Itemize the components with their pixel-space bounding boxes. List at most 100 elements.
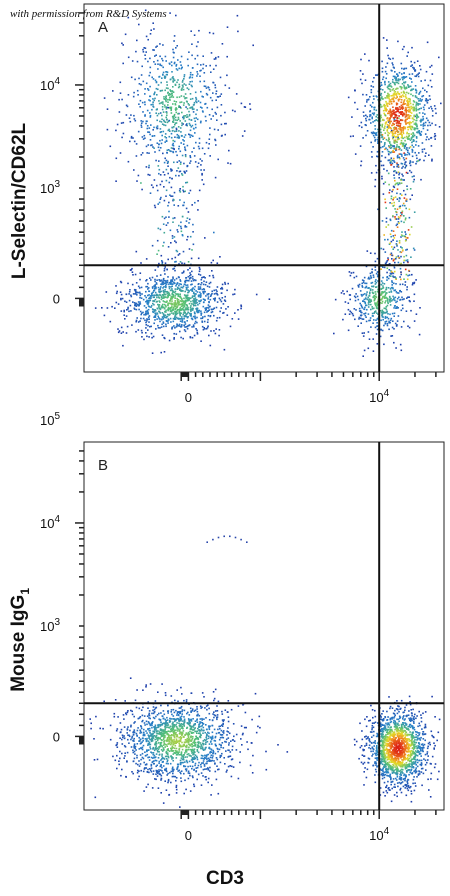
event-dot [140, 725, 143, 728]
event-dot [129, 289, 131, 291]
event-dot [193, 325, 195, 328]
event-dot [219, 310, 221, 313]
event-dot [215, 64, 217, 67]
event-dot [394, 131, 397, 133]
event-dot [166, 162, 169, 164]
event-dot [174, 310, 176, 313]
event-dot [152, 129, 154, 131]
event-dot [167, 172, 169, 175]
event-dot [382, 37, 385, 39]
event-dot [397, 315, 400, 317]
event-dot [434, 133, 436, 135]
event-dot [374, 291, 377, 293]
event-dot [223, 719, 225, 721]
event-dot [161, 755, 163, 757]
event-dot [172, 51, 175, 54]
event-dot [136, 303, 139, 306]
event-dot [192, 135, 194, 137]
event-dot [400, 236, 402, 238]
event-dot [363, 276, 366, 279]
event-dot [407, 104, 410, 107]
event-dot [227, 749, 229, 751]
event-dot [224, 133, 226, 136]
event-dot [376, 290, 379, 293]
event-dot [409, 146, 412, 148]
event-dot [390, 286, 393, 289]
event-dot [367, 302, 370, 304]
event-dot [240, 102, 243, 105]
event-dot [171, 115, 174, 118]
event-dot [117, 716, 119, 718]
event-dot [385, 261, 388, 263]
event-dot [390, 229, 393, 232]
event-dot [411, 155, 414, 158]
event-dot [384, 321, 387, 323]
event-dot [390, 129, 393, 132]
event-dot [151, 287, 154, 289]
event-dot [169, 89, 171, 91]
event-dot [134, 78, 136, 81]
event-dot [181, 741, 183, 744]
event-dot [396, 188, 399, 190]
event-dot [386, 103, 388, 106]
event-dot [120, 332, 123, 334]
event-dot [173, 40, 175, 42]
event-dot [423, 122, 425, 125]
event-dot [164, 337, 166, 340]
event-dot [364, 312, 367, 314]
event-dot [213, 314, 215, 317]
event-dot [170, 747, 172, 750]
event-dot [364, 306, 366, 309]
event-dot [194, 754, 197, 756]
event-dot [210, 311, 213, 314]
event-dot [155, 778, 157, 781]
event-dot [363, 300, 366, 303]
event-dot [370, 89, 373, 91]
event-dot [156, 125, 159, 127]
event-dot [197, 744, 200, 747]
event-dot [177, 59, 179, 61]
event-dot [198, 726, 200, 728]
event-dot [190, 711, 192, 713]
event-dot [372, 86, 375, 88]
event-dot [129, 140, 131, 143]
event-dot [399, 108, 401, 110]
event-dot [156, 239, 159, 242]
event-dot [156, 253, 158, 255]
event-dot [146, 125, 149, 127]
event-dot [207, 725, 210, 727]
event-dot [162, 744, 165, 746]
event-dot [165, 726, 167, 729]
event-dot [413, 106, 416, 109]
event-dot [178, 170, 181, 173]
event-dot [184, 93, 187, 95]
y-tick-label: 104 [40, 76, 60, 93]
event-dot [366, 298, 369, 301]
event-dot [189, 730, 191, 733]
event-dot [391, 132, 394, 135]
event-dot [188, 110, 190, 113]
event-dot [179, 712, 181, 715]
event-dot [199, 286, 202, 288]
event-dot [379, 104, 382, 106]
event-dot [140, 286, 143, 289]
event-dot [140, 122, 143, 124]
event-dot [405, 86, 408, 89]
event-dot [219, 299, 222, 301]
event-dot [196, 750, 199, 752]
event-dot [394, 322, 397, 325]
event-dot [185, 226, 188, 228]
event-dot [224, 295, 226, 298]
event-dot [371, 132, 374, 135]
event-dot [220, 287, 222, 290]
event-dot [420, 118, 422, 121]
event-dot [177, 763, 180, 766]
event-dot [140, 126, 143, 128]
event-dot [431, 107, 433, 110]
event-dot [180, 88, 183, 91]
event-dot [367, 287, 369, 289]
event-dot [374, 310, 377, 312]
event-dot [364, 53, 366, 55]
event-dot [384, 83, 386, 86]
event-dot [205, 736, 207, 739]
